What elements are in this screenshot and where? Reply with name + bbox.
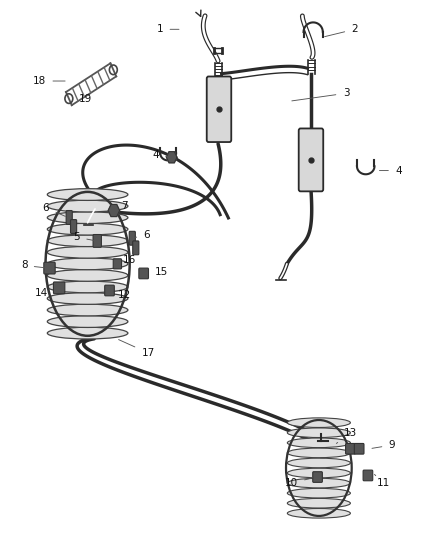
FancyBboxPatch shape xyxy=(207,76,231,142)
Text: 2: 2 xyxy=(325,25,358,37)
FancyBboxPatch shape xyxy=(113,259,122,269)
Ellipse shape xyxy=(47,270,128,281)
FancyBboxPatch shape xyxy=(354,443,364,454)
Ellipse shape xyxy=(287,428,350,438)
FancyBboxPatch shape xyxy=(105,285,114,296)
Ellipse shape xyxy=(47,281,128,293)
Ellipse shape xyxy=(47,316,128,327)
FancyBboxPatch shape xyxy=(66,211,72,224)
Text: 3: 3 xyxy=(292,88,350,101)
Ellipse shape xyxy=(47,258,128,270)
FancyBboxPatch shape xyxy=(313,472,322,482)
Text: 14: 14 xyxy=(35,288,55,298)
Text: 4: 4 xyxy=(379,166,402,175)
FancyBboxPatch shape xyxy=(363,470,373,481)
Polygon shape xyxy=(166,152,177,163)
Text: 10: 10 xyxy=(285,478,313,488)
Text: 16: 16 xyxy=(117,255,136,264)
FancyBboxPatch shape xyxy=(133,241,139,255)
Ellipse shape xyxy=(47,327,128,339)
Ellipse shape xyxy=(287,448,350,458)
FancyBboxPatch shape xyxy=(93,235,101,247)
Ellipse shape xyxy=(287,478,350,488)
Text: 8: 8 xyxy=(21,261,46,270)
Ellipse shape xyxy=(47,293,128,304)
Ellipse shape xyxy=(287,498,350,508)
FancyBboxPatch shape xyxy=(71,220,77,233)
Ellipse shape xyxy=(287,468,350,478)
Ellipse shape xyxy=(287,488,350,498)
Ellipse shape xyxy=(287,418,350,427)
Ellipse shape xyxy=(47,235,128,247)
FancyBboxPatch shape xyxy=(139,268,148,279)
Text: 15: 15 xyxy=(145,267,168,277)
Ellipse shape xyxy=(47,212,128,223)
Text: 18: 18 xyxy=(33,76,65,86)
Polygon shape xyxy=(108,205,120,216)
Ellipse shape xyxy=(47,246,128,258)
Ellipse shape xyxy=(47,189,128,200)
Text: 13: 13 xyxy=(336,428,357,443)
Ellipse shape xyxy=(47,223,128,235)
Ellipse shape xyxy=(287,508,350,518)
Text: 11: 11 xyxy=(374,474,390,488)
Ellipse shape xyxy=(47,200,128,212)
Text: 6: 6 xyxy=(135,230,150,239)
Text: 4: 4 xyxy=(152,150,168,159)
Text: 17: 17 xyxy=(119,340,155,358)
Text: 9: 9 xyxy=(372,440,396,450)
Ellipse shape xyxy=(287,458,350,468)
Ellipse shape xyxy=(47,304,128,316)
FancyBboxPatch shape xyxy=(129,231,135,245)
FancyBboxPatch shape xyxy=(299,128,323,191)
FancyBboxPatch shape xyxy=(44,262,55,274)
Text: 12: 12 xyxy=(111,290,131,300)
Ellipse shape xyxy=(287,438,350,448)
Text: 19: 19 xyxy=(79,94,92,103)
Text: 6: 6 xyxy=(42,203,65,216)
Text: 1: 1 xyxy=(156,25,179,34)
FancyBboxPatch shape xyxy=(53,282,65,294)
Text: 5: 5 xyxy=(73,232,94,242)
FancyBboxPatch shape xyxy=(346,443,355,454)
Text: 7: 7 xyxy=(113,201,128,211)
